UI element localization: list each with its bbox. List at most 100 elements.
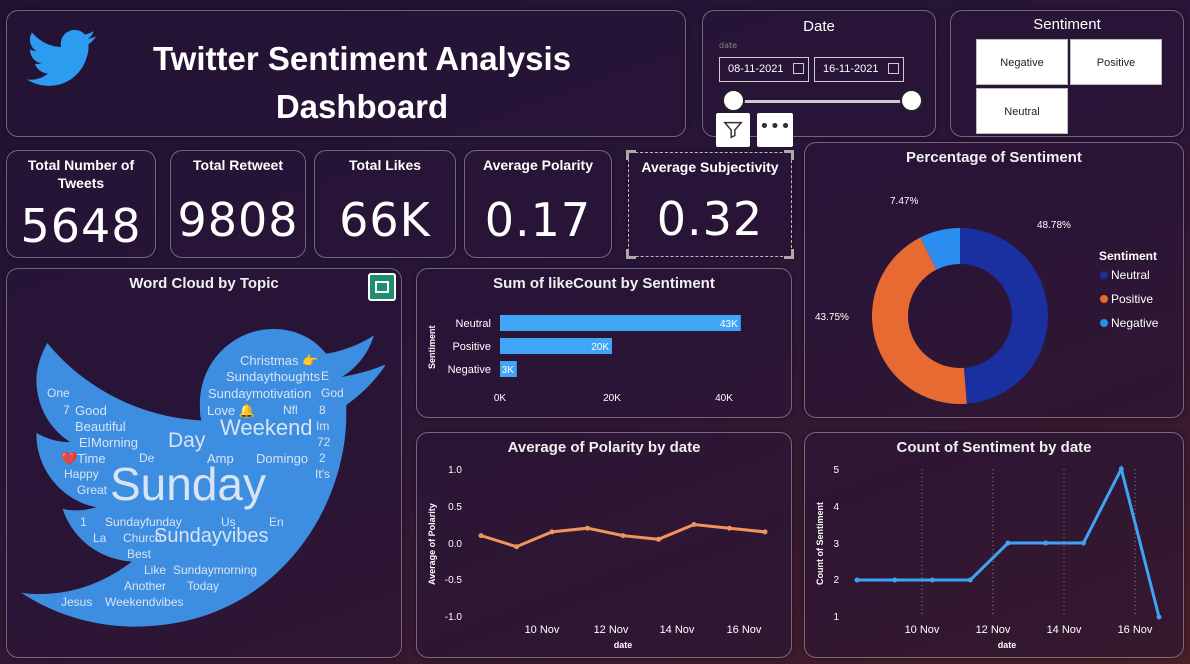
count-y-axis-label: Count of Sentiment (815, 502, 825, 585)
word-cloud-word: Another (124, 579, 167, 593)
bar-x-tick: 40K (715, 393, 733, 404)
word-cloud-word: Nfl (283, 403, 298, 417)
donut-chart-card: Percentage of Sentiment 48.78% 43.75% 7.… (804, 142, 1184, 418)
bar-data-label: 43K (720, 319, 738, 330)
kpi-value: 66K (339, 193, 431, 247)
kpi-label: Average Polarity (483, 157, 593, 173)
word-cloud-word: Sundaymotivation (208, 386, 312, 401)
sentiment-option-negative[interactable]: Negative (976, 39, 1068, 85)
sentiment-option-neutral[interactable]: Neutral (976, 88, 1068, 134)
polarity-x-tick: 16 Nov (727, 624, 762, 636)
polarity-line-point (620, 533, 626, 539)
word-cloud-word: Church (123, 531, 162, 545)
count-chart-card: Count of Sentiment by date Count of Sent… (804, 432, 1184, 658)
count-line-point (1118, 466, 1124, 472)
polarity-line-point (585, 525, 590, 531)
count-line-point (854, 577, 860, 583)
visual-action-button[interactable] (368, 273, 396, 301)
kpi-label: Average Subjectivity (641, 159, 779, 175)
count-line-point (1043, 540, 1049, 546)
end-date-input[interactable]: 16-11-2021 (814, 57, 904, 82)
bar-chart-svg: Sentiment Neutral Positive Negative 0K 2… (427, 315, 741, 404)
dashboard-title: Twitter Sentiment Analysis Dashboard (127, 35, 597, 131)
legend-marker-positive (1100, 295, 1108, 303)
polarity-line-point (656, 536, 661, 542)
header-card: Twitter Sentiment Analysis Dashboard (6, 10, 686, 137)
word-cloud-word: Morning (91, 435, 138, 450)
bar-data-label: 20K (591, 342, 609, 353)
resize-handle[interactable] (784, 150, 794, 160)
word-cloud-word: Today (187, 579, 220, 593)
word-cloud-word: Sundaythoughts (226, 369, 320, 384)
bar-chart-card: Sum of likeCount by Sentiment Sentiment … (416, 268, 792, 418)
polarity-x-tick: 12 Nov (594, 624, 629, 636)
kpi-value: 5648 (20, 199, 142, 253)
date-range-end-handle[interactable] (900, 89, 923, 112)
twitter-bird-shape (21, 329, 385, 627)
start-date-value: 08-11-2021 (728, 63, 784, 75)
word-cloud-word: Im (316, 419, 330, 433)
bar-data-label: 3K (502, 365, 515, 376)
bar-category-label: Negative (448, 364, 491, 376)
date-small-label: date (719, 41, 738, 50)
word-cloud-word: 💔Time (61, 451, 106, 466)
bar-neutral (500, 315, 741, 331)
word-cloud-word: Like (144, 563, 167, 577)
count-line-point (1081, 540, 1086, 546)
word-cloud-word: It's (315, 467, 330, 481)
count-y-tick: 5 (833, 465, 839, 476)
word-cloud-word: Love 🔔 (207, 403, 255, 418)
legend-label-negative: Negative (1111, 316, 1159, 330)
legend-label-positive: Positive (1111, 292, 1153, 306)
filter-button[interactable] (716, 113, 750, 147)
title-line-2: Dashboard (275, 88, 449, 125)
word-cloud-word: De (139, 451, 155, 465)
date-range-start-handle[interactable] (722, 89, 745, 112)
polarity-line-point (514, 544, 519, 550)
legend-marker-negative (1100, 319, 1108, 327)
word-cloud-word: Sunday (110, 458, 267, 510)
donut-label-neutral: 48.78% (1037, 220, 1071, 231)
polarity-line-point (762, 529, 768, 535)
word-cloud-words: Christmas 👉 Sundaythoughts E One Sundaymotiv… (7, 269, 403, 659)
donut-slices (871, 228, 1048, 404)
bar-positive (500, 338, 612, 354)
polarity-chart-title: Average of Polarity by date (507, 439, 701, 456)
donut-slice-neutral (960, 228, 1048, 404)
calendar-icon[interactable] (793, 63, 804, 74)
resize-handle[interactable] (626, 150, 636, 160)
count-y-tick: 3 (833, 539, 839, 550)
resize-handle[interactable] (784, 249, 794, 259)
polarity-y-tick: -0.5 (445, 575, 463, 586)
polarity-y-tick: 0.5 (448, 502, 462, 513)
word-cloud-word: Sundaymorning (173, 563, 258, 577)
word-cloud-word: Jesus (61, 595, 93, 609)
sentiment-option-positive[interactable]: Positive (1070, 39, 1162, 85)
calendar-icon[interactable] (888, 63, 899, 74)
word-cloud-word: 72 (317, 435, 331, 449)
polarity-chart-svg: Average of Polarity 1.0 0.5 0.0 -0.5 -1.… (427, 465, 768, 650)
word-cloud-word: Weekendvibes (105, 595, 184, 609)
donut-label-positive: 43.75% (815, 312, 849, 323)
word-cloud-word: 1 (80, 515, 87, 529)
resize-handle[interactable] (626, 249, 636, 259)
polarity-x-tick: 14 Nov (660, 624, 695, 636)
kpi-total-likes: Total Likes 66K (314, 150, 456, 258)
count-x-tick: 16 Nov (1118, 624, 1153, 636)
bar-marks: 43K 20K 3K (500, 315, 741, 377)
count-line-point (1156, 614, 1162, 620)
count-line-point (967, 577, 973, 583)
start-date-input[interactable]: 08-11-2021 (719, 57, 809, 82)
legend-marker-neutral (1100, 271, 1108, 279)
more-options-button[interactable]: ••• (757, 113, 793, 147)
polarity-line-point (727, 525, 732, 531)
polarity-y-tick: 0.0 (448, 539, 462, 550)
sentiment-slicer-title: Sentiment (1033, 16, 1101, 33)
donut-legend-title: Sentiment (1099, 249, 1157, 263)
word-cloud-word: Weekend (220, 415, 313, 440)
kpi-total-tweets: Total Number of Tweets 5648 (6, 150, 156, 258)
word-cloud-word: 7 (63, 403, 70, 417)
kpi-average-subjectivity[interactable]: Average Subjectivity 0.32 (626, 150, 794, 259)
kpi-label: Total Number of Tweets (27, 157, 135, 191)
word-cloud-word: God (321, 386, 344, 400)
